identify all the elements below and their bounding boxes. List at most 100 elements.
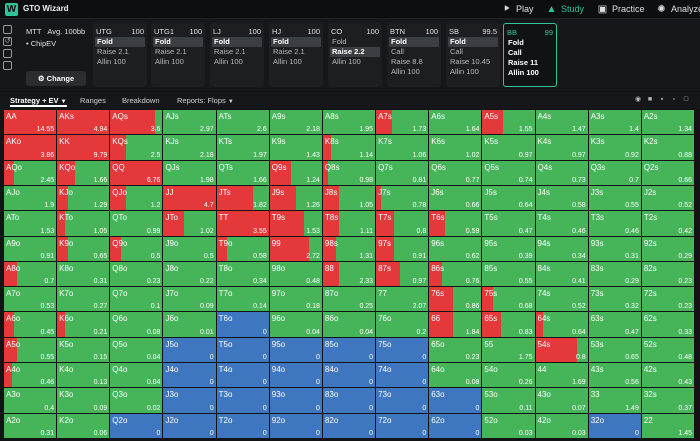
hand-cell[interactable]: T3s 0.46	[588, 211, 641, 236]
hand-cell[interactable]: A2s 1.34	[641, 110, 694, 135]
view-grid-icon[interactable]: ▫	[672, 96, 676, 103]
hand-cell[interactable]: 63s 0.47	[588, 312, 641, 337]
hand-cell[interactable]: Q4o 0.04	[110, 363, 163, 388]
hand-cell[interactable]: 54o 0.26	[482, 363, 535, 388]
hand-cell[interactable]: T3o 0	[216, 388, 269, 413]
hand-cell[interactable]: Q7s 0.81	[376, 160, 429, 185]
hand-cell[interactable]: Q6s 0.77	[429, 160, 482, 185]
hand-cell[interactable]: T8o 0.34	[216, 261, 269, 287]
hand-cell[interactable]: J2s 0.52	[641, 185, 694, 211]
view-split-icon[interactable]: ▪	[660, 96, 664, 103]
tab-strategy-ev[interactable]: Strategy + EV ▼	[10, 94, 67, 107]
hand-cell[interactable]: 44 1.69	[535, 363, 588, 388]
hand-cell[interactable]: AKs 4.94	[57, 110, 110, 135]
position-card-utg[interactable]: UTG 100 Fold Raise 2.1 Allin 100	[93, 23, 147, 87]
hand-cell[interactable]: K5o 0.15	[57, 337, 110, 363]
hand-cell[interactable]: 74o 0	[376, 363, 429, 388]
hand-cell[interactable]: J6s 0.66	[429, 185, 482, 211]
action-option[interactable]: Allin 100	[214, 57, 243, 66]
hand-cell[interactable]: J5s 0.64	[482, 185, 535, 211]
action-option[interactable]: Allin 100	[155, 57, 184, 66]
hand-cell[interactable]: J7s 0.78	[376, 185, 429, 211]
hand-cell[interactable]: 42s 0.43	[641, 363, 694, 388]
hand-cell[interactable]: 32o 0	[588, 413, 641, 438]
hand-cell[interactable]: Q8o 0.23	[110, 261, 163, 287]
hand-cell[interactable]: A4o 0.46	[4, 363, 57, 388]
hand-cell[interactable]: KQs 2.5	[110, 135, 163, 160]
hand-cell[interactable]: Q3o 0.02	[110, 388, 163, 413]
hand-cell[interactable]: QTs 1.66	[216, 160, 269, 185]
hand-cell[interactable]: 52o 0.03	[482, 413, 535, 438]
hand-cell[interactable]: 42o 0.03	[535, 413, 588, 438]
hand-cell[interactable]: T6o 0	[216, 312, 269, 337]
hand-cell[interactable]: T7o 0.14	[216, 287, 269, 312]
hand-cell[interactable]: J7o 0.09	[163, 287, 216, 312]
hand-cell[interactable]: 73o 0	[376, 388, 429, 413]
nav-study[interactable]: ▲ Study	[546, 2, 584, 17]
hand-cell[interactable]: J9s 1.26	[269, 185, 322, 211]
tab-breakdown[interactable]: Breakdown	[122, 96, 160, 105]
hand-cell[interactable]: KTo 1.05	[57, 211, 110, 236]
hand-cell[interactable]: 84o 0	[322, 363, 376, 388]
hand-cell[interactable]: 53s 0.65	[588, 337, 641, 363]
hand-cell[interactable]: KJo 1.29	[57, 185, 110, 211]
action-option[interactable]: Raise 2.1	[273, 47, 305, 56]
hand-cell[interactable]: A3o 0.4	[4, 388, 57, 413]
hand-cell[interactable]: AA 14.55	[4, 110, 57, 135]
tab-ranges[interactable]: Ranges	[80, 96, 106, 105]
save-icon[interactable]	[3, 49, 12, 58]
hand-cell[interactable]: 74s 0.52	[535, 287, 588, 312]
action-option[interactable]: Raise 8.8	[391, 57, 423, 66]
position-card-sb[interactable]: SB 99.5 Fold Call Raise 10.45 Allin 100	[446, 23, 500, 87]
action-option[interactable]: Raise 11	[508, 58, 539, 67]
hand-cell[interactable]: K3s 0.92	[588, 135, 641, 160]
hand-cell[interactable]: 87s 0.97	[376, 261, 429, 287]
hand-cell[interactable]: KTs 1.97	[216, 135, 269, 160]
hand-cell[interactable]: A5s 1.55	[482, 110, 535, 135]
hand-cell[interactable]: 96s 0.62	[429, 236, 482, 261]
hand-cell[interactable]: AQs 3.6	[110, 110, 163, 135]
hand-cell[interactable]: K8s 1.14	[322, 135, 376, 160]
action-option[interactable]: Fold	[332, 37, 347, 46]
action-option[interactable]: Fold	[389, 37, 439, 47]
hand-cell[interactable]: J6o 0.01	[163, 312, 216, 337]
hand-cell[interactable]: K8o 0.31	[57, 261, 110, 287]
hand-cell[interactable]: K6o 0.21	[57, 312, 110, 337]
hand-cell[interactable]: 93o 0	[269, 388, 322, 413]
hand-cell[interactable]: 65s 0.83	[482, 312, 535, 337]
hand-cell[interactable]: 62s 0.33	[641, 312, 694, 337]
hand-cell[interactable]: J8s 1.05	[322, 185, 376, 211]
position-card-co[interactable]: CO 100 Fold Raise 2.2 Allin 100	[328, 23, 382, 87]
position-card-bb[interactable]: BB 99 Fold Call Raise 11 Allin 100	[503, 23, 557, 87]
hand-cell[interactable]: K4o 0.13	[57, 363, 110, 388]
hand-cell[interactable]: J3o 0	[163, 388, 216, 413]
hand-cell[interactable]: 84s 0.41	[535, 261, 588, 287]
hand-cell[interactable]: JTo 1.02	[163, 211, 216, 236]
hand-cell[interactable]: K3o 0.09	[57, 388, 110, 413]
action-option[interactable]: Raise 2.1	[97, 47, 129, 56]
hand-cell[interactable]: 92s 0.29	[641, 236, 694, 261]
hand-cell[interactable]: 72o 0	[376, 413, 429, 438]
hand-cell[interactable]: 86o 0.04	[322, 312, 376, 337]
hand-cell[interactable]: Q7o 0.1	[110, 287, 163, 312]
hand-cell[interactable]: A6s 1.64	[429, 110, 482, 135]
hand-cell[interactable]: 97o 0.18	[269, 287, 322, 312]
hand-cell[interactable]: TT 3.55	[216, 211, 269, 236]
hand-cell[interactable]: A8o 0.7	[4, 261, 57, 287]
hand-cell[interactable]: JJ 4.7	[163, 185, 216, 211]
action-option[interactable]: Call	[391, 47, 404, 56]
history-icon[interactable]: ↺	[3, 37, 12, 46]
hand-cell[interactable]: 99 2.72	[269, 236, 322, 261]
hand-cell[interactable]: K9o 0.65	[57, 236, 110, 261]
view-full-icon[interactable]: □	[683, 96, 689, 103]
hand-cell[interactable]: AQo 2.45	[4, 160, 57, 185]
hand-cell[interactable]: J9o 0.5	[163, 236, 216, 261]
action-option[interactable]: Allin 100	[97, 57, 126, 66]
hand-cell[interactable]: 92o 0	[269, 413, 322, 438]
hand-cell[interactable]: 88 2.33	[322, 261, 376, 287]
hand-cell[interactable]: 82s 0.23	[641, 261, 694, 287]
hand-cell[interactable]: Q5o 0.04	[110, 337, 163, 363]
hand-cell[interactable]: K9s 1.43	[269, 135, 322, 160]
hand-cell[interactable]: A2o 0.31	[4, 413, 57, 438]
hand-cell[interactable]: 52s 0.48	[641, 337, 694, 363]
